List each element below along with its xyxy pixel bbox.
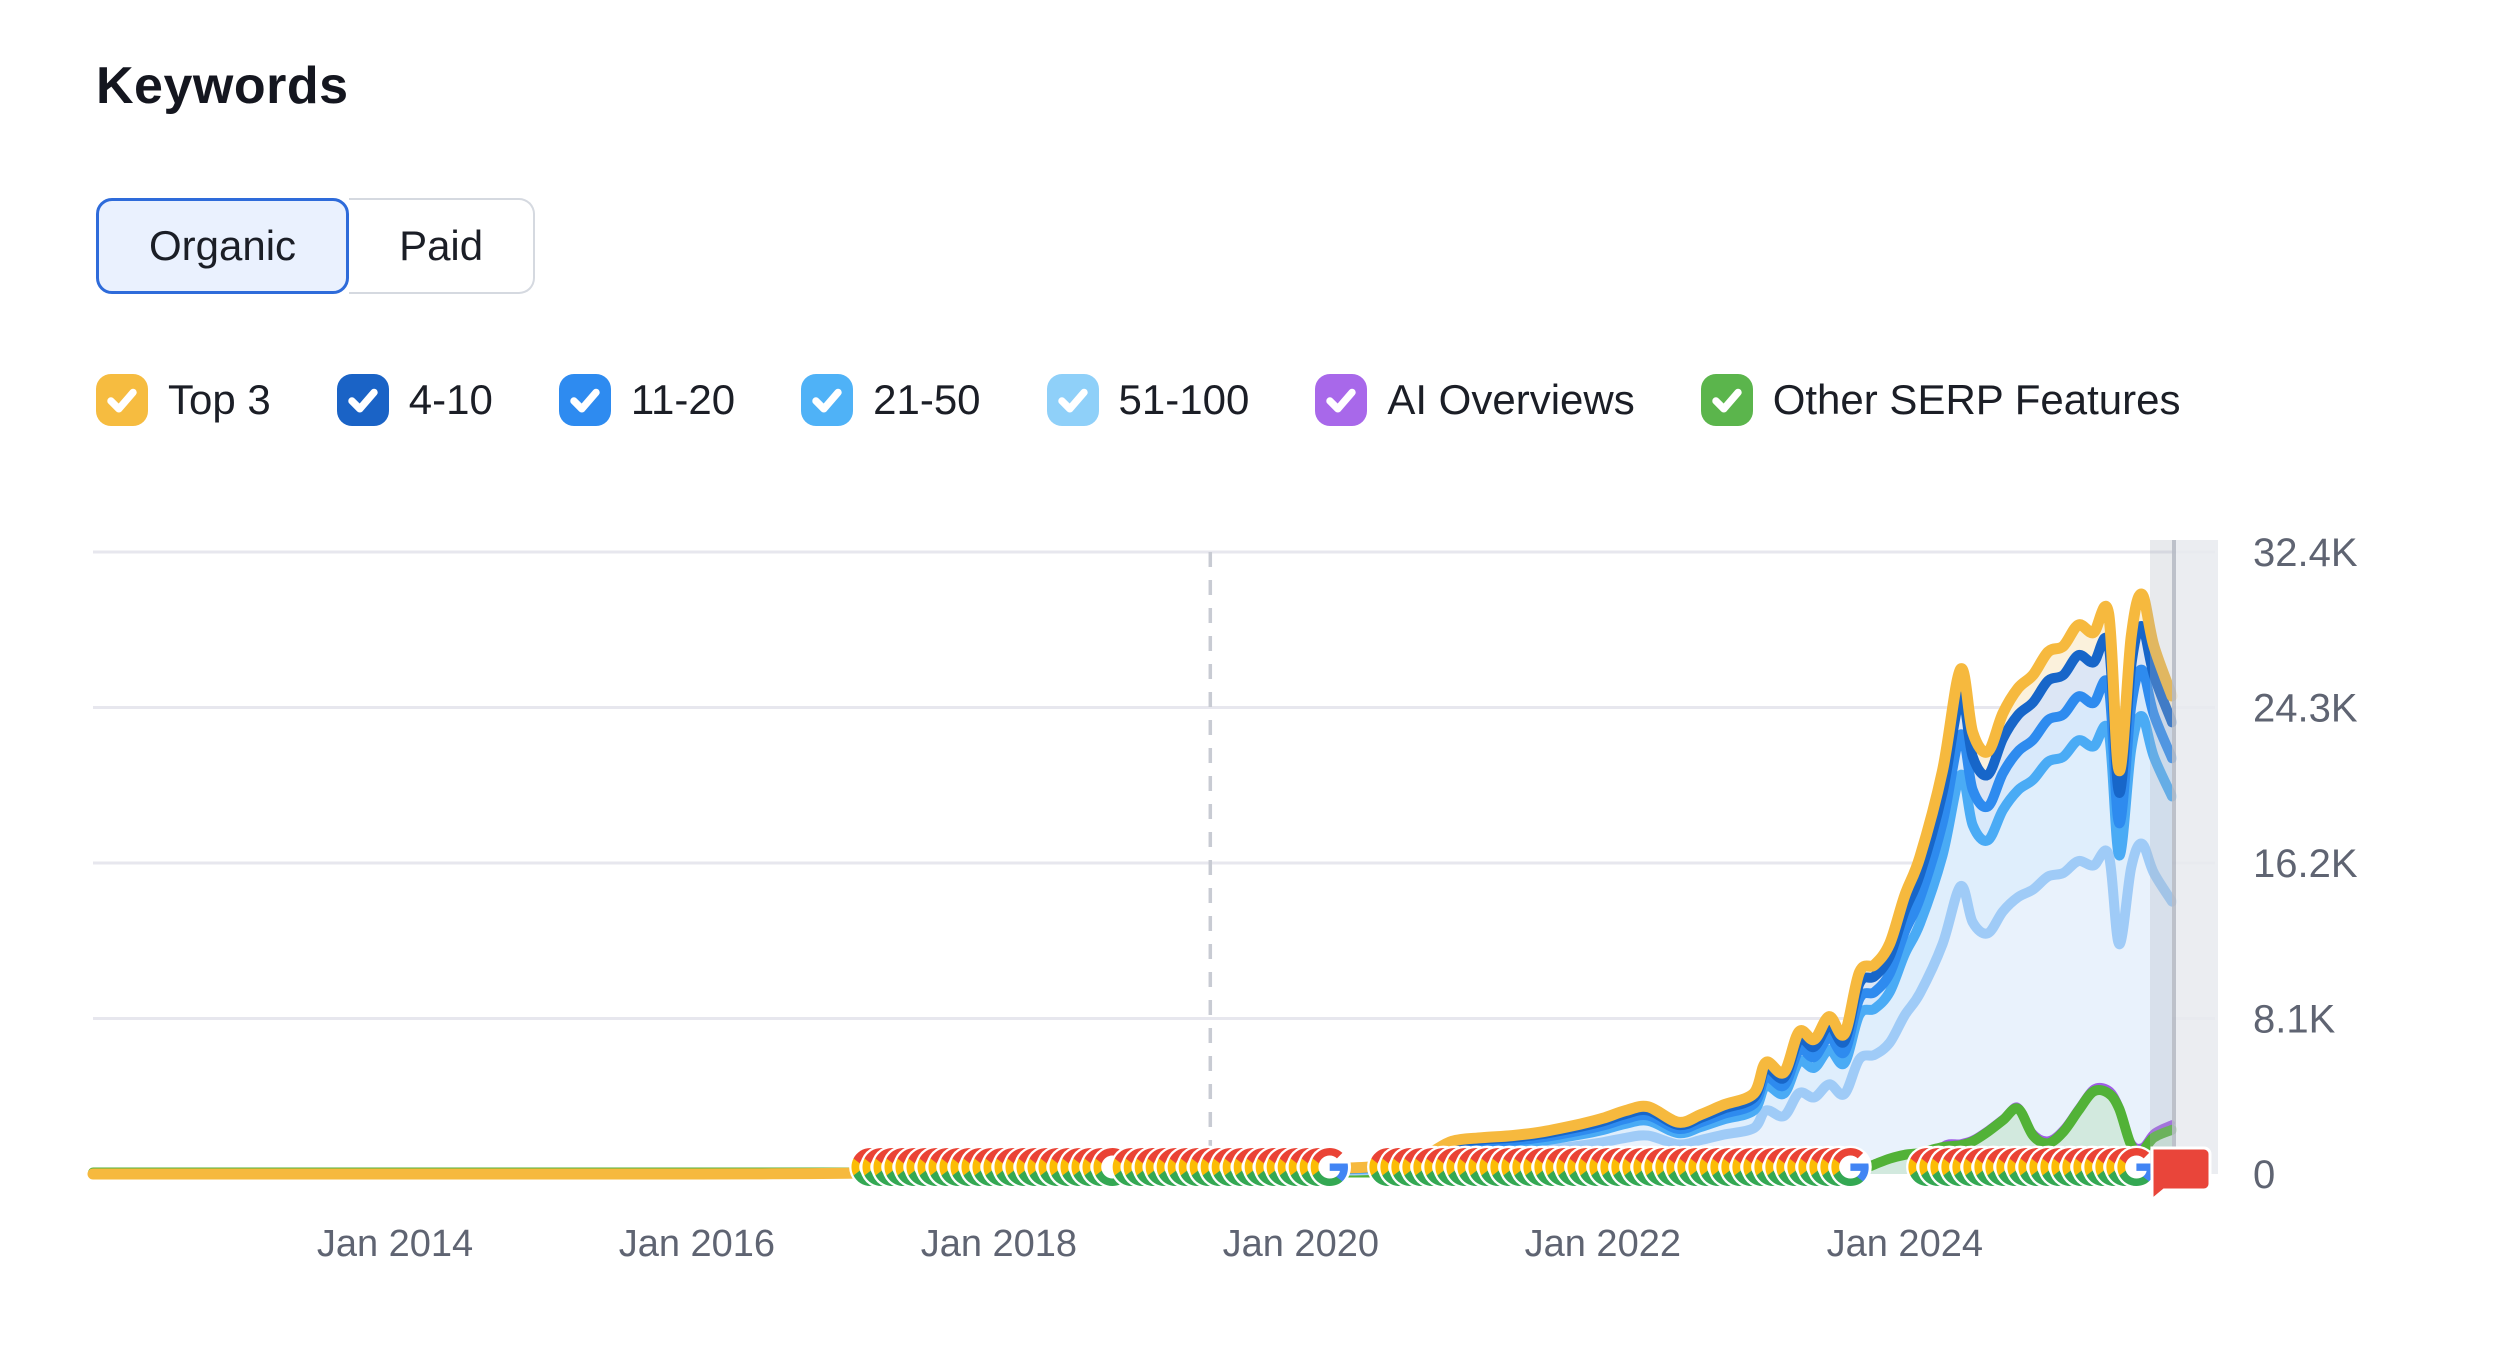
checkbox-checked-icon[interactable]	[801, 374, 854, 426]
note-flag-icon[interactable]	[2150, 1146, 2212, 1204]
chart-end-overlay	[2150, 540, 2172, 1174]
google-update-icon[interactable]	[1829, 1145, 1872, 1189]
chart-end-edge-line	[2172, 540, 2176, 1174]
right-gutter-band	[2176, 540, 2218, 1174]
stacked-areas	[93, 594, 2172, 1174]
checkbox-checked-icon[interactable]	[1700, 374, 1753, 426]
legend-item-4-10[interactable]: 4-10	[336, 374, 493, 426]
legend-item-11-20[interactable]: 11-20	[558, 374, 735, 426]
legend-item-top-3[interactable]: Top 3	[96, 374, 271, 426]
x-axis-tick-label: Jan 2018	[921, 1223, 1077, 1265]
checkbox-checked-icon[interactable]	[336, 374, 389, 426]
legend-item-other-serp-features[interactable]: Other SERP Features	[1700, 374, 2180, 426]
y-axis-tick-label: 8.1K	[2253, 998, 2336, 1042]
checkbox-checked-icon[interactable]	[558, 374, 611, 426]
x-axis-tick-label: Jan 2016	[619, 1223, 775, 1265]
checkbox-checked-icon[interactable]	[96, 374, 148, 426]
checkbox-checked-icon[interactable]	[1315, 374, 1368, 426]
y-axis-tick-label: 24.3K	[2253, 687, 2358, 731]
organic-paid-toggle: Organic Paid	[96, 198, 536, 294]
x-axis-tick-label: Jan 2022	[1525, 1223, 1681, 1265]
page-title: Keywords	[96, 57, 349, 115]
legend-item-51-100[interactable]: 51-100	[1046, 374, 1249, 426]
x-axis-tick-label: Jan 2020	[1223, 1223, 1379, 1265]
x-axis-tick-label: Jan 2024	[1827, 1223, 1983, 1265]
legend-item-21-50[interactable]: 21-50	[801, 374, 981, 426]
y-axis-tick-label: 32.4K	[2253, 531, 2358, 575]
checkbox-checked-icon[interactable]	[1046, 374, 1099, 426]
organic-tab[interactable]: Organic	[96, 198, 350, 294]
google-update-icon[interactable]	[1308, 1145, 1352, 1189]
y-axis-tick-label: 0	[2253, 1153, 2275, 1197]
y-axis-tick-label: 16.2K	[2253, 842, 2358, 886]
chart-legend: Top 3 4-10 11-20 21-50 51-100 AI Overviews Oth…	[96, 374, 2180, 426]
legend-item-ai-overviews[interactable]: AI Overviews	[1315, 374, 1635, 426]
x-axis-tick-label: Jan 2014	[317, 1223, 473, 1265]
paid-tab[interactable]: Paid	[349, 198, 536, 294]
google-update-markers[interactable]	[849, 1145, 2158, 1189]
